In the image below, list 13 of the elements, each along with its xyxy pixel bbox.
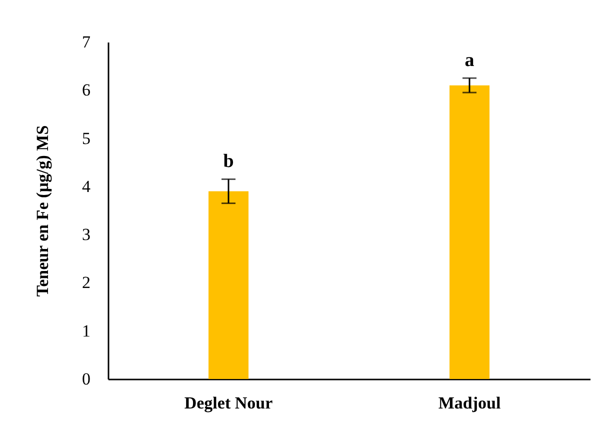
y-tick-label: 4 bbox=[82, 176, 91, 196]
x-tick-label: Deglet Nour bbox=[184, 394, 274, 412]
y-tick-label: 0 bbox=[82, 370, 90, 388]
y-axis-title: Teneur en Fe (µg/g) MS bbox=[33, 125, 52, 297]
y-tick-label: 5 bbox=[82, 128, 90, 148]
annotation: b bbox=[223, 151, 234, 172]
y-tick-label: 3 bbox=[82, 225, 90, 244]
annotation: a bbox=[464, 50, 475, 72]
y-tick-label: 7 bbox=[82, 32, 91, 52]
x-tick-label: Madjoul bbox=[438, 394, 501, 412]
y-tick-label: 2 bbox=[82, 273, 90, 292]
y-tick-label: 1 bbox=[82, 321, 90, 340]
y-tick-label: 6 bbox=[82, 80, 90, 100]
